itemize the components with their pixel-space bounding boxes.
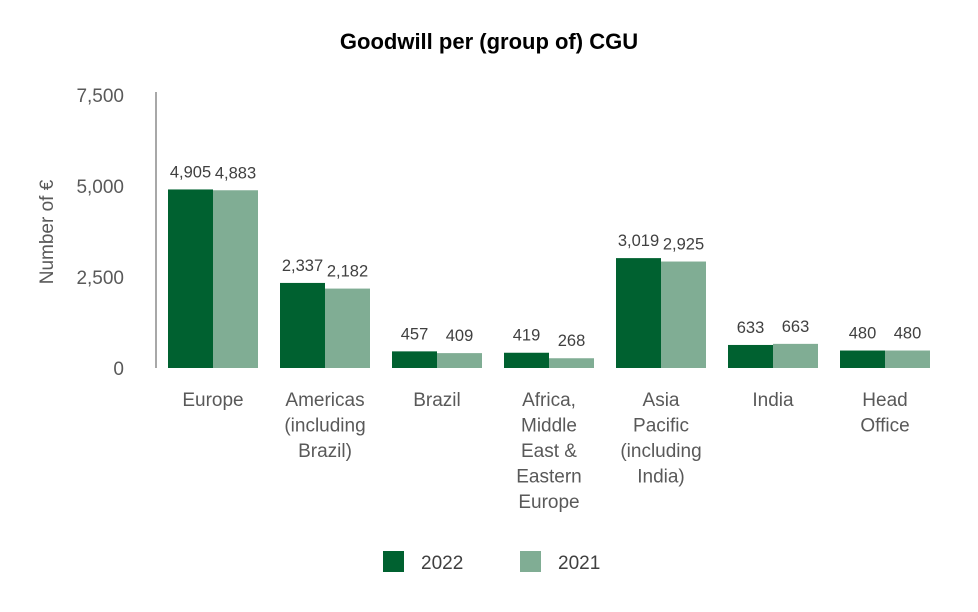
legend-label-2021: 2021: [558, 553, 600, 574]
data-label-2022-3: 419: [513, 327, 541, 345]
bar-2021-5: [773, 343, 818, 368]
category-label-3: Africa, Middle East & Eastern Europe: [516, 390, 581, 513]
data-label-2022-4: 3,019: [618, 232, 659, 250]
y-axis-ticks: 0 2,500 5,000 7,500: [76, 86, 124, 380]
category-labels: Europe Americas (including Brazil) Brazil Afr…: [182, 390, 909, 513]
y-tick-label: 5,000: [76, 177, 124, 198]
legend-swatch-2021: [520, 551, 541, 572]
bar-2021-4: [661, 261, 706, 368]
data-label-2022-1: 2,337: [282, 257, 323, 275]
bar-2022-1: [280, 282, 325, 368]
bar-2021-0: [213, 190, 258, 368]
legend-label-2022: 2022: [421, 553, 463, 574]
data-label-2022-0: 4,905: [170, 163, 211, 181]
category-label-5: India: [752, 390, 794, 411]
y-tick-label: 7,500: [76, 86, 124, 107]
data-label-2022-2: 457: [401, 325, 429, 343]
data-label-2022-5: 633: [737, 319, 765, 337]
bar-2022-4: [616, 258, 661, 368]
y-axis-label: Number of €: [37, 179, 58, 284]
category-label-4: Asia Pacific (including India): [620, 390, 701, 488]
y-tick-label: 0: [113, 359, 124, 380]
legend: 2022 2021: [383, 551, 600, 574]
bars: [168, 189, 930, 368]
data-label-2021-6: 480: [894, 325, 922, 343]
bar-2022-6: [840, 350, 885, 368]
bar-2021-3: [549, 358, 594, 368]
data-label-2021-5: 663: [782, 318, 810, 336]
bar-2022-5: [728, 344, 773, 368]
category-label-1: Americas (including Brazil): [284, 390, 365, 462]
data-label-2021-1: 2,182: [327, 263, 368, 281]
bar-2021-6: [885, 350, 930, 368]
bar-2022-2: [392, 351, 437, 368]
bar-2022-0: [168, 189, 213, 368]
bar-2021-1: [325, 288, 370, 368]
category-label-2: Brazil: [413, 390, 461, 411]
legend-swatch-2022: [383, 551, 404, 572]
data-label-2021-4: 2,925: [663, 236, 704, 254]
data-labels: 4,905 2,337 457 419 3,019 633 480 4,883 2,182 409…: [170, 163, 921, 350]
chart-title: Goodwill per (group of) CGU: [340, 29, 638, 54]
bar-2022-3: [504, 352, 549, 368]
category-label-0: Europe: [182, 390, 243, 411]
data-label-2021-0: 4,883: [215, 164, 256, 182]
y-tick-label: 2,500: [76, 268, 124, 289]
data-label-2021-2: 409: [446, 327, 474, 345]
data-label-2021-3: 268: [558, 332, 586, 350]
bar-2021-2: [437, 353, 482, 368]
category-label-6: Head Office: [860, 390, 909, 437]
data-label-2022-6: 480: [849, 325, 877, 343]
